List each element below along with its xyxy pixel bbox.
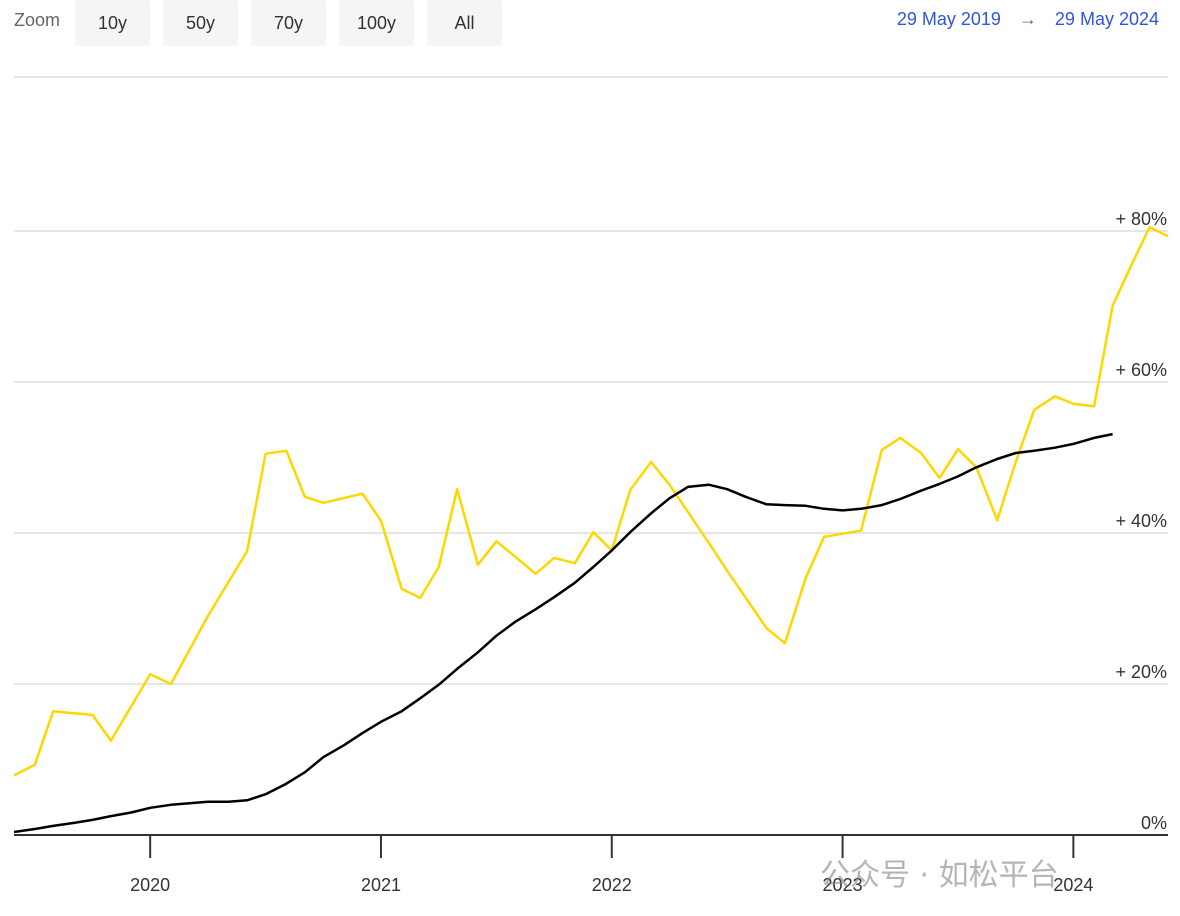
watermark: 公众号 · 如松平台: [820, 858, 1059, 893]
x-tick-label: 2023: [823, 875, 863, 895]
x-tick-label: 2021: [361, 875, 401, 895]
zoom-button[interactable]: All: [427, 0, 502, 46]
y-tick-label: + 60%: [1115, 360, 1167, 380]
range-from[interactable]: 29 May 2019: [896, 9, 1001, 29]
zoom-buttons: 10y 50y 70y 100y All: [75, 0, 502, 46]
x-tick-label: 2020: [130, 875, 170, 895]
series-line: [13, 225, 1169, 777]
y-tick-label: + 20%: [1115, 662, 1167, 682]
zoom-button[interactable]: 100y: [339, 0, 414, 46]
series-line: [13, 432, 1113, 834]
x-tick-label: 2024: [1053, 875, 1093, 895]
y-tick-label: + 40%: [1115, 511, 1167, 531]
zoom-button[interactable]: 70y: [251, 0, 326, 46]
date-range: 29 May 2019 → 29 May 2024: [897, 9, 1159, 30]
zoom-button[interactable]: 10y: [75, 0, 150, 46]
x-tick-label: 2022: [592, 875, 632, 895]
range-arrow: →: [1018, 9, 1037, 29]
y-tick-label: + 80%: [1115, 209, 1167, 229]
zoom-button[interactable]: 50y: [163, 0, 238, 46]
range-to[interactable]: 29 May 2024: [1054, 9, 1159, 29]
zoom-label: Zoom: [14, 10, 61, 30]
y-tick-label: 0%: [1141, 813, 1167, 833]
